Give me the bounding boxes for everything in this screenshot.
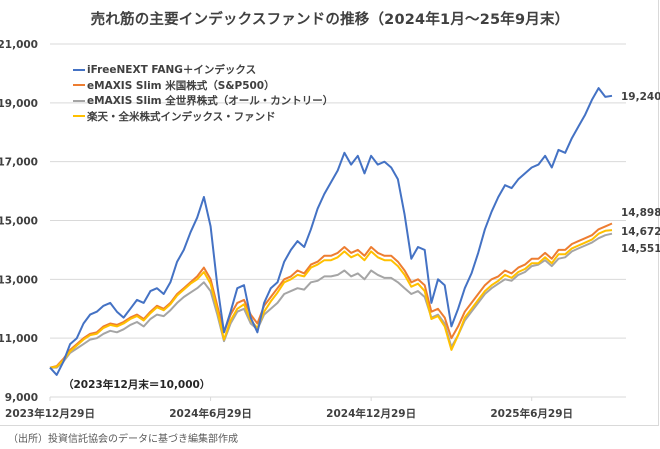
legend-item: iFreeNEXT FANG＋インデックス bbox=[73, 62, 333, 78]
end-value-label: 14,551 bbox=[621, 243, 660, 255]
gridlines bbox=[50, 43, 626, 398]
series-line-2 bbox=[50, 232, 613, 369]
y-tick-label: 21,000 bbox=[0, 39, 38, 51]
y-tick-label: 17,000 bbox=[0, 157, 38, 169]
end-value-label: 14,672 bbox=[621, 226, 660, 238]
y-tick-label: 19,000 bbox=[0, 98, 38, 110]
legend-item: eMAXIS Slim 米国株式（S&P500） bbox=[73, 78, 333, 94]
x-axis-ticks: 2023年12月29日 2024年6月29日 2024年12月29日 2025年6月2… bbox=[5, 397, 573, 420]
x-tick-label: 2024年12月29日 bbox=[326, 407, 416, 420]
y-tick-label: 9,000 bbox=[5, 392, 38, 404]
x-tick-label: 2025年6月29日 bbox=[490, 407, 573, 420]
end-value-label: 14,898 bbox=[621, 207, 660, 219]
baseline-annotation: （2023年12月末＝10,000） bbox=[63, 378, 210, 391]
y-tick-label: 13,000 bbox=[0, 274, 38, 286]
series-lines bbox=[49, 87, 613, 376]
legend-label: eMAXIS Slim 米国株式（S&P500） bbox=[87, 79, 275, 92]
x-tick-label: 2024年6月29日 bbox=[169, 407, 252, 420]
legend-swatch bbox=[73, 115, 85, 118]
legend-swatch bbox=[73, 99, 85, 102]
legend-item: 楽天・全米株式インデックス・ファンド bbox=[73, 109, 333, 125]
x-tick-label: 2023年12月29日 bbox=[5, 407, 95, 420]
y-tick-label: 11,000 bbox=[0, 333, 38, 345]
legend-label: 楽天・全米株式インデックス・ファンド bbox=[87, 110, 276, 123]
legend-swatch bbox=[73, 68, 85, 71]
end-value-labels: 19,240 14,898 14,672 14,551 bbox=[621, 91, 660, 255]
chart-title: 売れ筋の主要インデックスファンドの推移（2024年1月～25年9月末） bbox=[90, 12, 570, 28]
y-axis-ticks: 9,000 11,000 13,000 15,000 17,000 19,000 21,00… bbox=[0, 39, 38, 404]
end-value-label: 19,240 bbox=[621, 91, 660, 103]
series-line-1 bbox=[49, 222, 613, 369]
series-line-3 bbox=[49, 229, 613, 369]
legend: iFreeNEXT FANG＋インデックス eMAXIS Slim 米国株式（S&… bbox=[73, 62, 333, 124]
source-note: （出所）投資信託協会のデータに基づき編集部作成 bbox=[8, 434, 238, 445]
legend-label: eMAXIS Slim 全世界株式（オール・カントリー） bbox=[87, 95, 334, 108]
series-line-0 bbox=[49, 87, 613, 376]
legend-swatch bbox=[73, 84, 85, 87]
chart-frame bbox=[0, 0, 659, 426]
y-tick-label: 15,000 bbox=[0, 216, 38, 228]
legend-item: eMAXIS Slim 全世界株式（オール・カントリー） bbox=[73, 93, 333, 109]
legend-label: iFreeNEXT FANG＋インデックス bbox=[87, 64, 257, 77]
